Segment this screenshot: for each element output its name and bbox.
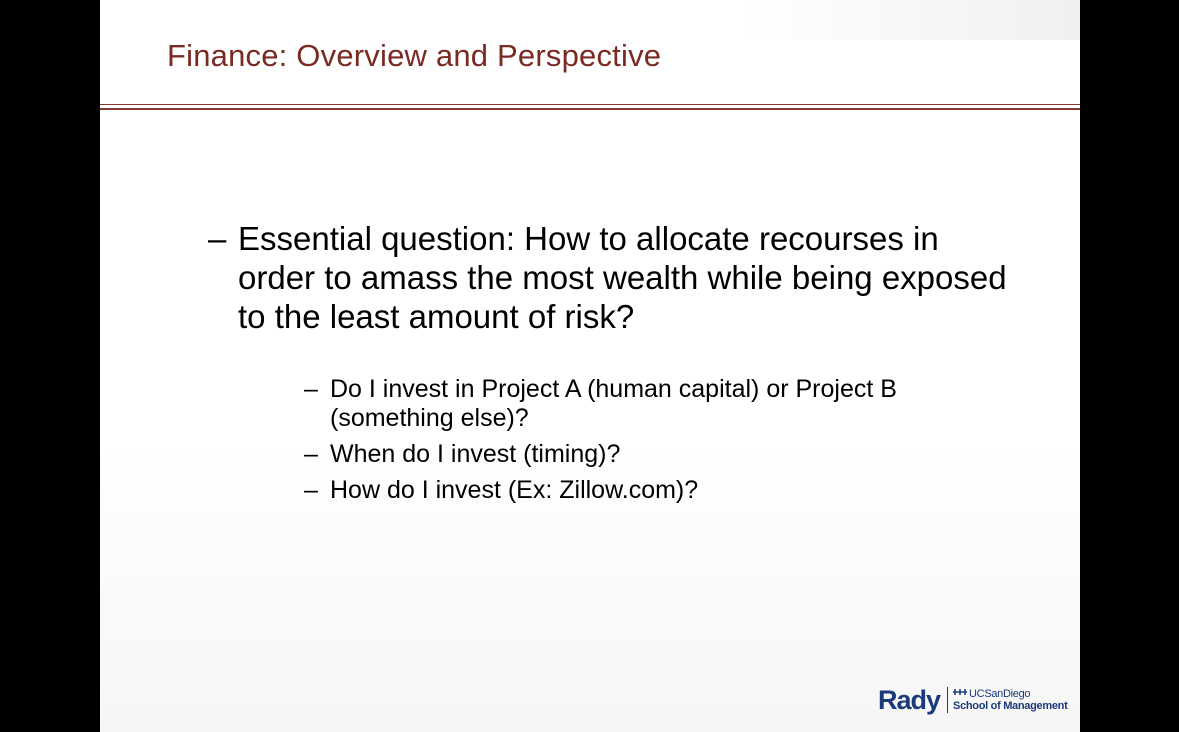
bullet-marker: – (208, 220, 227, 257)
main-bullet: – Essential question: How to allocate re… (208, 219, 1008, 336)
bullet-marker: – (304, 375, 318, 403)
logo-rady-wordmark: Rady (878, 684, 941, 715)
logo-university: UCSanDiego (969, 688, 1031, 700)
sub-bullet: – How do I invest (Ex: Zillow.com)? (304, 476, 1004, 505)
title-divider-thick (100, 108, 1080, 110)
bullet-marker: – (304, 476, 318, 504)
rady-school-logo: Rady UCSanDiego School of Management (878, 684, 1068, 716)
main-bullet-text: Essential question: How to allocate reco… (238, 220, 1007, 335)
bullet-marker: – (304, 440, 318, 468)
logo-school: School of Management (953, 700, 1068, 712)
sub-bullet-text: Do I invest in Project A (human capital)… (330, 375, 897, 432)
logo-ucsd-line: UCSanDiego (953, 688, 1067, 700)
slide-corner-shade (740, 0, 1080, 40)
trident-icon (953, 688, 968, 700)
title-divider-thin (100, 104, 1080, 105)
sub-bullet: – When do I invest (timing)? (304, 440, 1004, 469)
title-divider (100, 104, 1080, 110)
slide: Finance: Overview and Perspective – Esse… (100, 0, 1080, 732)
logo-separator (947, 687, 949, 713)
slide-title: Finance: Overview and Perspective (167, 38, 662, 73)
sub-bullet-text: How do I invest (Ex: Zillow.com)? (330, 476, 699, 504)
sub-bullet: – Do I invest in Project A (human capita… (304, 375, 1004, 433)
logo-ucsd-block: UCSanDiego School of Management (953, 688, 1068, 712)
sub-bullet-text: When do I invest (timing)? (330, 440, 621, 468)
sub-bullet-list: – Do I invest in Project A (human capita… (304, 375, 1004, 512)
